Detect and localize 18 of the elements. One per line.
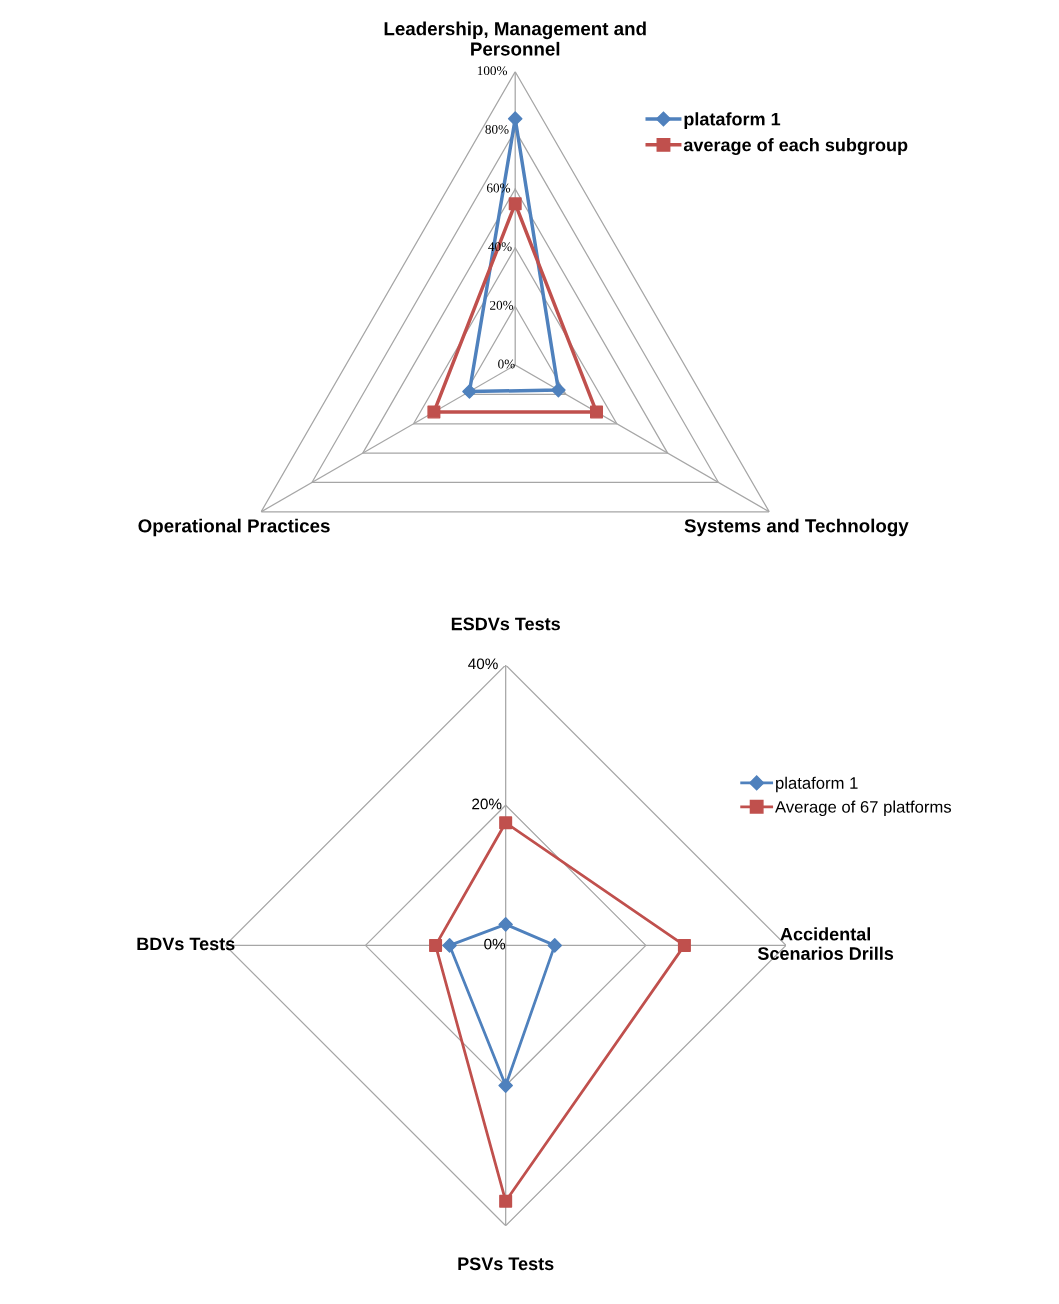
- spoke-label: Operational Practices: [138, 518, 330, 537]
- legend-label: plataform 1: [776, 776, 858, 793]
- spoke-label: Leadership, Management and Personnel: [384, 21, 646, 56]
- y-tick-label: 20%: [472, 798, 502, 810]
- spoke-label: ESDVs Tests: [451, 617, 560, 631]
- y-tick-label: 20%: [490, 300, 514, 310]
- y-tick-label: 100%: [477, 66, 508, 76]
- legend-label: plataform 1: [684, 112, 781, 130]
- spoke-label: PSVs Tests: [458, 1257, 554, 1271]
- spoke-label: Accidental Scenarios Drills: [757, 927, 894, 960]
- y-tick-label: 0%: [484, 938, 506, 950]
- legend-label: Average of 67 platforms: [775, 800, 952, 817]
- y-tick-label: 40%: [468, 658, 498, 670]
- y-tick-label: 0%: [498, 359, 515, 369]
- spoke-label: BDVs Tests: [137, 937, 235, 951]
- legend-label: average of each subgroup: [683, 138, 908, 155]
- y-tick-label: 80%: [485, 124, 509, 134]
- spoke-label: Systems and Technology: [684, 518, 909, 537]
